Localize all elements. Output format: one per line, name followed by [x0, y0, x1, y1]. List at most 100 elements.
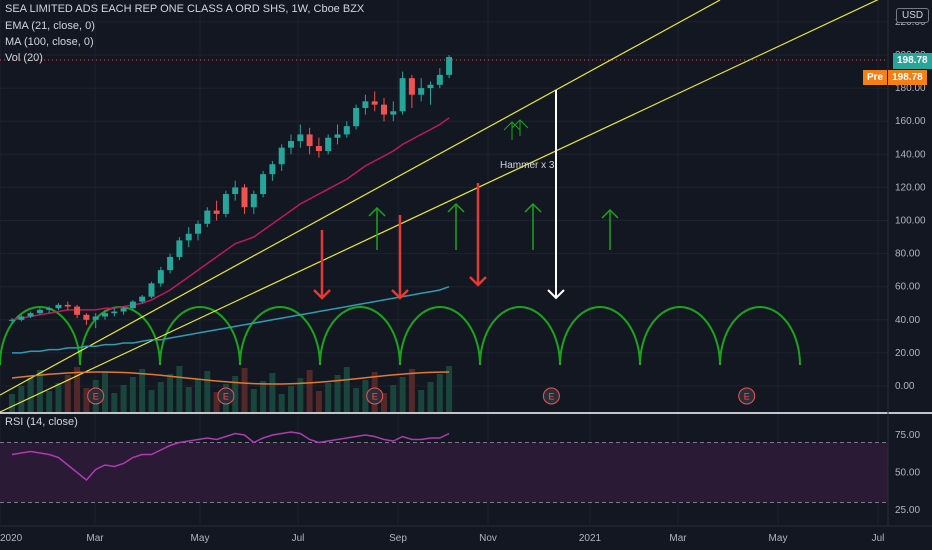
- candle-body: [250, 194, 257, 208]
- ema-legend[interactable]: EMA (21, close, 0): [5, 20, 95, 32]
- candle-body: [399, 78, 406, 112]
- down-arrow-head: [391, 289, 409, 300]
- earnings-circle: [366, 387, 384, 405]
- volume-bar: [111, 393, 118, 412]
- candle-body: [232, 187, 239, 195]
- up-arrow: [447, 202, 465, 250]
- cycle-arc: [0, 306, 81, 366]
- price-tick-label: 100.00: [895, 216, 926, 227]
- rsi-tick-label: 75.00: [895, 430, 920, 441]
- candle-body: [157, 270, 164, 284]
- currency-button[interactable]: USD: [896, 8, 930, 23]
- candle-body: [371, 101, 378, 105]
- volume-bar: [46, 391, 53, 412]
- pre-market-badge: Pre 198.78: [863, 70, 927, 85]
- candle-body: [288, 141, 294, 148]
- volume-bar: [408, 369, 415, 412]
- time-tick-label: May: [769, 533, 788, 544]
- up-arrow-head: [368, 206, 386, 217]
- small-up-arrow-head: [503, 121, 521, 131]
- volume-series: [9, 366, 453, 412]
- pre-label: Pre: [863, 70, 888, 85]
- volume-bar: [185, 387, 192, 412]
- volume-bar: [250, 389, 257, 412]
- volume-bar: [306, 370, 313, 412]
- candle-body: [129, 301, 136, 309]
- candle-body: [241, 187, 248, 208]
- candle-body: [446, 57, 453, 75]
- volume-bar: [381, 393, 387, 412]
- earnings-circle: [87, 387, 105, 405]
- volume-bar: [18, 386, 25, 412]
- volume-bar: [278, 394, 285, 412]
- cycle-arc: [399, 306, 481, 366]
- candle-body: [427, 84, 434, 89]
- time-tick-label: Sep: [389, 533, 407, 544]
- price-tick-label: 20.00: [895, 348, 920, 359]
- volume-bar: [269, 373, 276, 412]
- candle-body: [120, 308, 127, 312]
- price-tick-label: 140.00: [895, 149, 926, 160]
- candle-body: [436, 74, 443, 85]
- volume-bar: [343, 367, 350, 412]
- rsi-line: [11, 431, 450, 482]
- projection-arrow-head: [547, 289, 565, 300]
- last-price-badge: 198.78: [893, 53, 932, 69]
- cycle-arc: [559, 306, 641, 366]
- candle-body: [269, 164, 276, 175]
- down-arrow: [391, 215, 409, 300]
- price-tick-label: 180.00: [895, 83, 926, 94]
- volume-bar: [120, 385, 127, 412]
- cycle-arc: [239, 306, 321, 366]
- time-tick-label: 2021: [579, 533, 602, 544]
- volume-bar: [418, 390, 425, 412]
- volume-bar: [325, 383, 332, 412]
- volume-bar: [83, 388, 90, 412]
- volume-bar: [9, 394, 15, 412]
- candle-body: [204, 210, 211, 224]
- volume-bar: [297, 378, 304, 412]
- volume-bar: [213, 392, 220, 412]
- small-up-arrow: [511, 119, 529, 136]
- ma-legend[interactable]: MA (100, close, 0): [5, 36, 94, 48]
- price-tick-label: 160.00: [895, 116, 926, 127]
- candle-body: [111, 311, 118, 314]
- ema21-line: [11, 117, 450, 321]
- down-arrow-head: [469, 276, 487, 287]
- pre-value: 198.78: [888, 70, 927, 85]
- volume-bar: [176, 366, 183, 412]
- volume-bar: [353, 388, 360, 412]
- candle-body: [46, 308, 53, 310]
- rsi-tick-label: 25.00: [895, 505, 920, 516]
- candle-body: [36, 309, 43, 314]
- small-up-arrow-head: [511, 119, 529, 129]
- price-tick-label: 0.00: [895, 381, 915, 392]
- volume-bar: [27, 378, 34, 412]
- volume-bar: [288, 386, 294, 412]
- candle-body: [390, 111, 397, 115]
- time-tick-label: Jul: [292, 533, 305, 544]
- volume-bar: [315, 391, 322, 412]
- candle-body: [185, 233, 192, 241]
- candle-body: [362, 101, 369, 108]
- volume-bar: [427, 382, 434, 412]
- vol-legend[interactable]: Vol (20): [5, 52, 43, 64]
- price-tick-label: 80.00: [895, 249, 920, 260]
- volume-bar: [139, 369, 146, 412]
- hammer-annotation: Hammer x 3: [500, 160, 555, 171]
- time-tick-label: Nov: [479, 533, 497, 544]
- rsi-legend[interactable]: RSI (14, close): [5, 416, 78, 428]
- candle-body: [176, 240, 183, 257]
- channel-upper-line: [0, 0, 721, 396]
- candle-body: [167, 256, 174, 271]
- cycle-arc: [319, 306, 401, 366]
- earnings-label: E: [744, 392, 750, 402]
- cycle-arc: [639, 306, 721, 366]
- volume-bar: [55, 383, 62, 412]
- up-arrow-head: [601, 208, 619, 219]
- candle-body: [18, 316, 25, 320]
- volume-bar: [241, 368, 248, 412]
- candle-body: [297, 134, 304, 142]
